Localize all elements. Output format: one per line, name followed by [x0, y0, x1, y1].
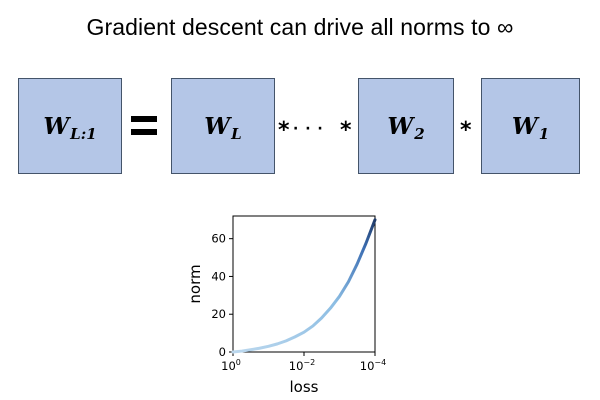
x-tick-label: 100 [221, 358, 241, 373]
matrix-box-w2: W2 [358, 78, 454, 174]
matrix-symbol: W [511, 112, 538, 140]
multiply-operator: * [340, 118, 352, 143]
y-tick-label: 20 [211, 307, 226, 321]
matrix-symbol: W [204, 112, 231, 140]
multiply-operator: * [278, 118, 290, 143]
multiply-operator: * [460, 118, 472, 143]
matrix-subscript: 2 [414, 124, 425, 143]
x-tick-label: 10−2 [289, 358, 315, 373]
matrix-label-wL: WL [204, 112, 242, 143]
matrix-subscript: L:1 [70, 124, 97, 143]
series-line [231, 218, 377, 354]
matrix-symbol: W [387, 112, 414, 140]
matrix-label-product: WL:1 [43, 112, 97, 143]
matrix-symbol: W [43, 112, 70, 140]
x-tick-label: 10−4 [360, 358, 386, 373]
matrix-label-w1: W1 [511, 112, 550, 143]
equals-sign [131, 116, 157, 136]
x-axis-label: loss [290, 378, 319, 396]
diagram-title: Gradient descent can drive all norms to … [86, 14, 514, 40]
matrix-box-product: WL:1 [18, 78, 122, 174]
y-tick-label: 40 [211, 269, 226, 283]
matrix-box-w1: W1 [481, 78, 580, 174]
y-tick-label: 0 [219, 345, 226, 359]
ellipsis: · · · [293, 121, 324, 137]
y-axis-label: norm [186, 264, 204, 303]
matrix-subscript: 1 [538, 124, 550, 143]
y-tick-label: 60 [211, 232, 226, 246]
matrix-subscript: L [231, 124, 242, 143]
matrix-box-wL: WL [171, 78, 275, 174]
matrix-label-w2: W2 [387, 112, 425, 143]
